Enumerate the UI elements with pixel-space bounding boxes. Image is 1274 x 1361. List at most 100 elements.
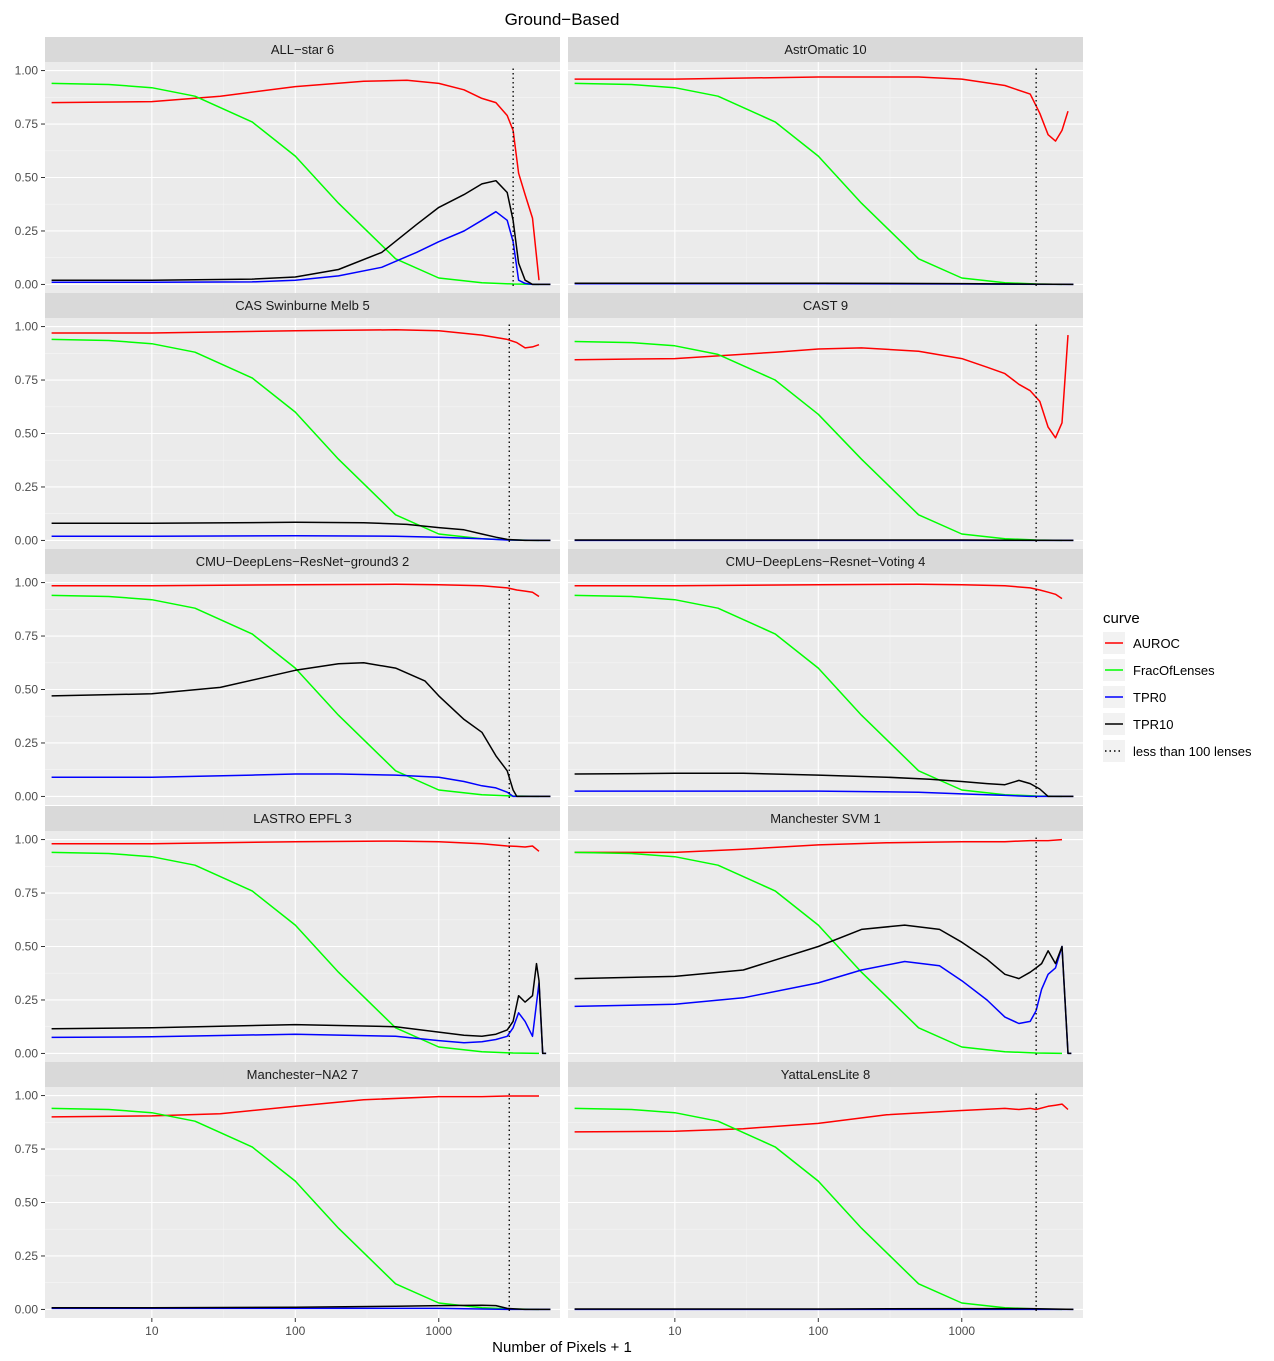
panel-strip-label: YattaLensLite 8	[781, 1067, 870, 1082]
y-tick-label: 0.50	[15, 940, 39, 954]
y-tick-label: 0.75	[15, 373, 39, 387]
panel-strip	[45, 806, 560, 831]
series-line-tpr10	[51, 962, 547, 1055]
series-line-auroc	[574, 838, 1063, 854]
y-tick-label: 0.00	[15, 1046, 39, 1060]
y-tick-label: 0.75	[15, 886, 39, 900]
series-line-auroc	[51, 1095, 539, 1118]
panels-group: ALL−star 6 0.00 0.25 0.50 0.75 1.00 AstrOmatic…	[15, 37, 1083, 1338]
series-line-tpr0	[51, 773, 551, 798]
panel-strip	[45, 1062, 560, 1087]
series-line-tpr10	[51, 662, 551, 798]
panel: AstrOmatic 10	[568, 37, 1083, 293]
panel-strip	[45, 293, 560, 318]
x-tick-label: 1000	[948, 1324, 975, 1338]
series-line-fracoflenses	[574, 851, 1063, 1055]
y-tick-label: 0.50	[15, 683, 39, 697]
series-line-fracoflenses	[51, 851, 540, 1055]
y-tick-label: 0.50	[15, 427, 39, 441]
y-tick-label: 1.00	[15, 833, 39, 847]
legend-label: FracOfLenses	[1133, 663, 1215, 678]
y-tick-label: 0.25	[15, 480, 39, 494]
series-line-tpr0	[574, 790, 1074, 798]
series-line-tpr0	[574, 945, 1072, 1055]
x-tick-label: 100	[285, 1324, 305, 1338]
panel-strip-label: LASTRO EPFL 3	[253, 811, 352, 826]
series-line-tpr10	[51, 1304, 551, 1311]
series-line-auroc	[574, 76, 1069, 142]
y-tick-label: 0.50	[15, 1196, 39, 1210]
panel-strip-label: CAST 9	[803, 298, 848, 313]
panel-strip	[568, 37, 1083, 62]
panel-strip	[568, 293, 1083, 318]
panel-strip-label: CMU−DeepLens−Resnet−Voting 4	[726, 554, 926, 569]
x-axis-title: Number of Pixels + 1	[492, 1339, 632, 1356]
series-line-tpr0	[51, 210, 551, 286]
panel: Manchester SVM 1	[568, 806, 1083, 1062]
panel: CAST 9	[568, 293, 1083, 549]
y-tick-label: 1.00	[15, 1089, 39, 1103]
chart-title: Ground−Based	[505, 10, 620, 29]
panel: CAS Swinburne Melb 5 0.00 0.25 0.50 0.75 1.00	[15, 293, 560, 549]
legend-label: AUROC	[1133, 636, 1180, 651]
series-line-tpr10	[574, 282, 1074, 286]
y-tick-label: 0.25	[15, 224, 39, 238]
y-tick-label: 1.00	[15, 64, 39, 78]
panel: CMU−DeepLens−ResNet−ground3 2 0.00 0.25 0.5…	[15, 549, 560, 805]
panel: CMU−DeepLens−Resnet−Voting 4	[568, 549, 1083, 805]
panel-strip	[45, 549, 560, 574]
panel: YattaLensLite 8 10 100 1000	[568, 1062, 1083, 1338]
panel-strip	[45, 37, 560, 62]
x-tick-label: 100	[808, 1324, 828, 1338]
series-line-tpr10	[574, 1307, 1074, 1311]
series-line-auroc	[574, 583, 1063, 600]
series-line-auroc	[51, 329, 540, 349]
y-tick-label: 0.25	[15, 993, 39, 1007]
series-line-tpr10	[574, 924, 1072, 1055]
series-line-tpr10	[574, 772, 1074, 798]
series-line-auroc	[51, 840, 540, 852]
series-line-tpr10	[51, 521, 551, 542]
y-tick-label: 0.00	[15, 789, 39, 803]
x-tick-label: 10	[145, 1324, 159, 1338]
panel: Manchester−NA2 7 0.00 0.25 0.50 0.75 1.00 10 10…	[15, 1062, 560, 1338]
series-line-tpr10	[51, 179, 551, 286]
y-tick-label: 0.00	[15, 533, 39, 547]
panel-strip	[568, 806, 1083, 831]
panel-strip	[568, 1062, 1083, 1087]
legend: curve AUROC FracOfLenses TPR0 TPR10 less tha…	[1103, 610, 1252, 762]
y-tick-label: 1.00	[15, 320, 39, 334]
series-line-auroc	[574, 1103, 1069, 1133]
y-tick-label: 0.75	[15, 117, 39, 131]
y-tick-label: 1.00	[15, 576, 39, 590]
y-tick-label: 0.75	[15, 1142, 39, 1156]
legend-label: TPR10	[1133, 717, 1173, 732]
panel-strip-label: Manchester−NA2 7	[247, 1067, 359, 1082]
panel-strip-label: AstrOmatic 10	[784, 42, 866, 57]
x-tick-label: 1000	[425, 1324, 452, 1338]
series-line-tpr0	[51, 982, 547, 1055]
legend-label: less than 100 lenses	[1133, 744, 1252, 759]
y-tick-label: 0.25	[15, 736, 39, 750]
series-line-fracoflenses	[51, 1107, 540, 1311]
series-line-fracoflenses	[574, 82, 1063, 286]
panel: ALL−star 6 0.00 0.25 0.50 0.75 1.00	[15, 37, 560, 293]
y-tick-label: 0.25	[15, 1249, 39, 1263]
panel: LASTRO EPFL 3 0.00 0.25 0.50 0.75 1.00	[15, 806, 560, 1062]
y-tick-label: 0.00	[15, 277, 39, 291]
series-line-fracoflenses	[51, 82, 540, 286]
y-tick-label: 0.50	[15, 171, 39, 185]
x-tick-label: 10	[668, 1324, 682, 1338]
legend-label: TPR0	[1133, 690, 1166, 705]
panel-strip-label: CMU−DeepLens−ResNet−ground3 2	[196, 554, 410, 569]
series-line-fracoflenses	[51, 594, 540, 798]
panel-strip-label: Manchester SVM 1	[770, 811, 881, 826]
panel-strip-label: CAS Swinburne Melb 5	[235, 298, 369, 313]
legend-title: curve	[1103, 610, 1140, 627]
y-tick-label: 0.00	[15, 1302, 39, 1316]
series-line-fracoflenses	[574, 340, 1063, 542]
panel-strip-label: ALL−star 6	[271, 42, 334, 57]
panel-strip	[568, 549, 1083, 574]
y-tick-label: 0.75	[15, 629, 39, 643]
